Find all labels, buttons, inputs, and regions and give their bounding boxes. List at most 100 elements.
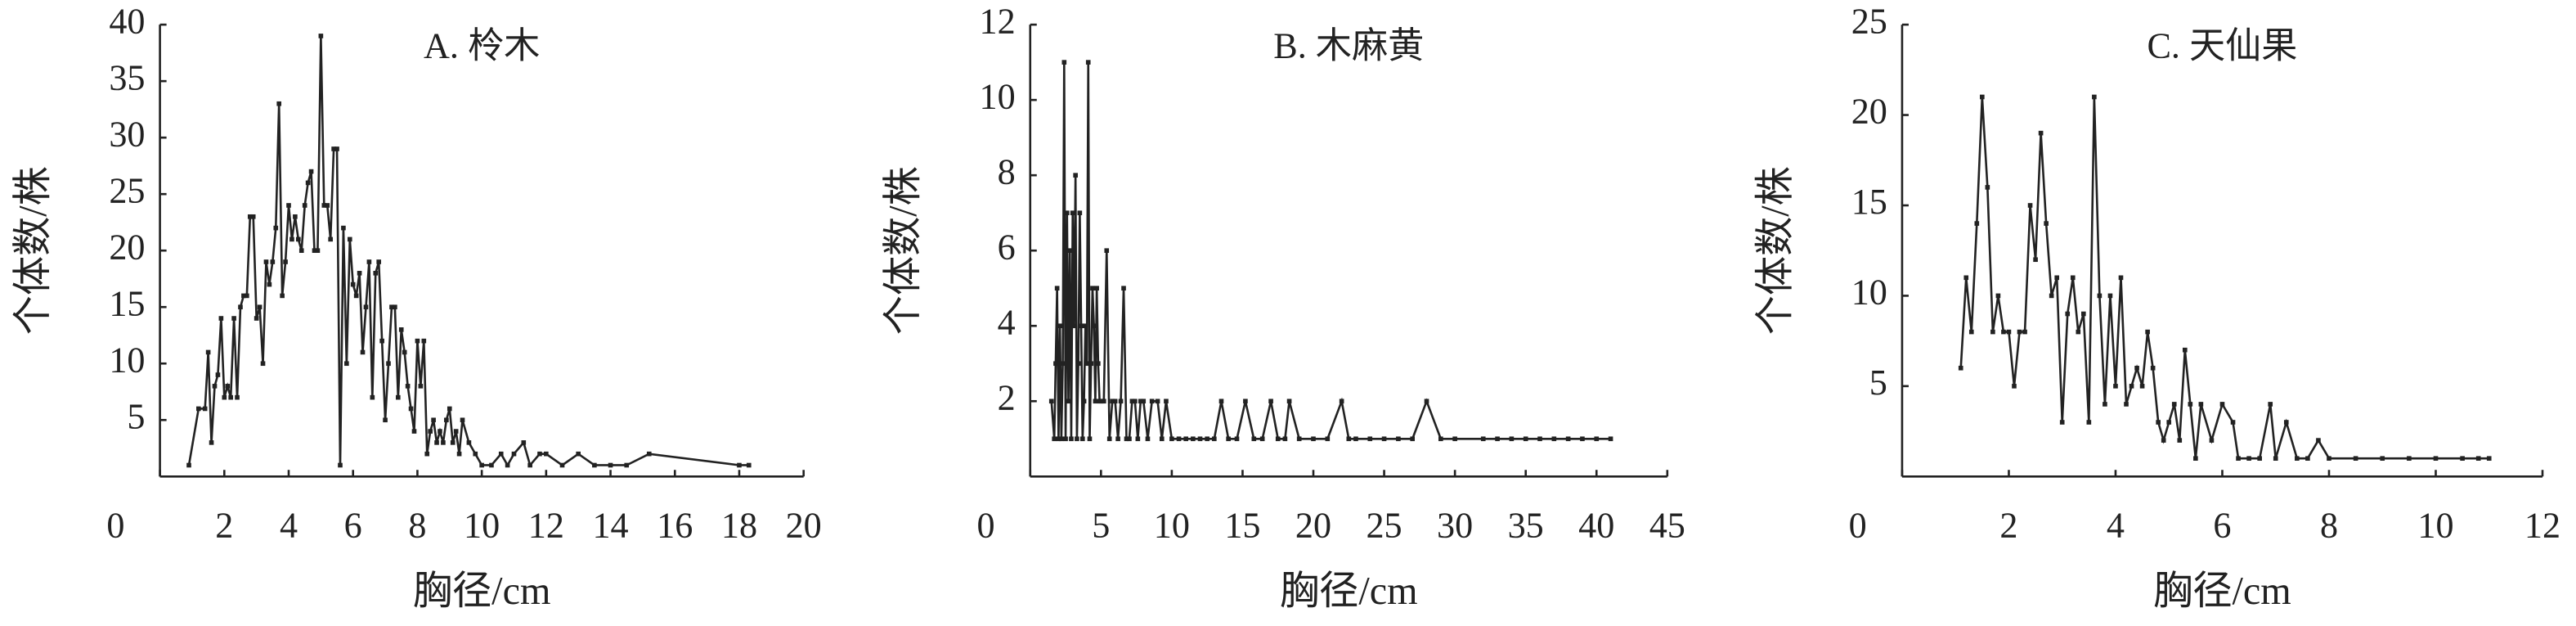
data-point bbox=[1118, 399, 1124, 404]
data-point bbox=[245, 293, 249, 299]
data-point bbox=[511, 451, 517, 457]
data-point bbox=[215, 372, 221, 377]
data-point bbox=[544, 451, 549, 457]
data-point bbox=[318, 34, 324, 38]
data-point bbox=[222, 394, 227, 400]
data-point bbox=[2027, 203, 2033, 208]
data-point bbox=[1070, 210, 1075, 215]
y-tick-label: 25 bbox=[109, 170, 145, 210]
data-point bbox=[1183, 436, 1189, 442]
data-point bbox=[1088, 361, 1094, 367]
data-point bbox=[241, 293, 246, 299]
data-point bbox=[231, 316, 236, 321]
x-tick-label: 20 bbox=[786, 506, 822, 546]
data-point bbox=[1282, 436, 1288, 442]
chart-title: A. 柃木 bbox=[424, 25, 540, 65]
data-point bbox=[225, 384, 231, 389]
data-point bbox=[1480, 436, 1486, 442]
y-axis-label: 个体数/株 bbox=[1753, 166, 1797, 335]
data-point bbox=[2268, 402, 2273, 407]
data-point bbox=[360, 349, 366, 355]
data-point bbox=[1452, 436, 1457, 442]
data-point bbox=[521, 440, 527, 445]
data-point bbox=[331, 146, 336, 151]
y-tick-label: 4 bbox=[998, 302, 1016, 342]
x-tick-label: 35 bbox=[1508, 506, 1544, 546]
data-point bbox=[1580, 436, 1585, 442]
data-point bbox=[286, 203, 291, 208]
data-point bbox=[298, 248, 304, 254]
data-point bbox=[315, 248, 321, 254]
data-point bbox=[1980, 94, 1985, 100]
data-point bbox=[1218, 399, 1224, 404]
y-tick-label: 6 bbox=[998, 227, 1016, 267]
data-point bbox=[334, 146, 339, 151]
data-point bbox=[2380, 456, 2385, 462]
x-tick-label: 15 bbox=[1224, 506, 1260, 546]
y-tick-label: 5 bbox=[127, 396, 145, 436]
data-point bbox=[1155, 399, 1160, 404]
x-tick-label: 8 bbox=[2320, 506, 2338, 546]
data-point bbox=[312, 248, 317, 254]
data-point bbox=[1212, 436, 1217, 442]
data-point bbox=[373, 270, 379, 276]
x-tick-label: 12 bbox=[528, 506, 564, 546]
x-axis-label: 胸径/cm bbox=[2153, 570, 2291, 613]
data-point bbox=[592, 462, 597, 468]
data-point bbox=[357, 270, 362, 276]
data-point bbox=[1071, 323, 1077, 329]
data-point bbox=[1075, 436, 1079, 442]
data-line bbox=[1050, 62, 1611, 440]
data-point bbox=[2118, 275, 2124, 281]
data-point bbox=[289, 236, 294, 242]
data-point bbox=[411, 429, 417, 434]
data-point bbox=[370, 394, 375, 400]
data-point bbox=[389, 304, 394, 310]
data-point bbox=[273, 225, 279, 231]
data-point bbox=[1226, 436, 1231, 442]
data-point bbox=[366, 259, 372, 264]
data-point bbox=[260, 361, 266, 367]
data-point bbox=[1115, 436, 1120, 442]
data-point bbox=[559, 462, 565, 468]
y-axis-label: 个体数/株 bbox=[11, 166, 55, 335]
y-axis-label: 个体数/株 bbox=[882, 166, 925, 335]
x-tick-label: 5 bbox=[1092, 506, 1110, 546]
data-point bbox=[1075, 361, 1081, 367]
data-point bbox=[1090, 286, 1095, 291]
data-point bbox=[1057, 323, 1062, 329]
x-tick-label: 45 bbox=[1649, 506, 1685, 546]
data-point bbox=[405, 384, 411, 389]
data-point bbox=[1367, 436, 1373, 442]
data-point bbox=[2407, 456, 2412, 462]
data-point bbox=[1069, 436, 1074, 442]
data-point bbox=[1551, 436, 1557, 442]
data-point bbox=[196, 406, 201, 412]
data-point bbox=[450, 440, 456, 445]
data-point bbox=[1968, 329, 1974, 335]
data-point bbox=[431, 417, 436, 423]
data-point bbox=[2166, 420, 2172, 425]
data-point bbox=[2107, 293, 2113, 299]
data-point bbox=[1091, 323, 1097, 329]
y-tick-label: 15 bbox=[109, 283, 145, 323]
data-point bbox=[228, 394, 233, 400]
data-point bbox=[505, 462, 510, 468]
data-point bbox=[296, 236, 301, 242]
data-point bbox=[2139, 384, 2145, 389]
data-point bbox=[1048, 399, 1054, 404]
y-tick-label: 5 bbox=[1869, 363, 1887, 403]
data-point bbox=[1424, 399, 1429, 404]
data-point bbox=[1169, 436, 1174, 442]
data-point bbox=[1275, 436, 1281, 442]
data-point bbox=[2486, 456, 2492, 462]
data-point bbox=[2182, 347, 2188, 353]
data-point bbox=[1197, 436, 1203, 442]
data-point bbox=[1059, 436, 1064, 442]
data-point bbox=[2017, 329, 2022, 335]
data-point bbox=[1064, 210, 1070, 215]
x-tick-label: 4 bbox=[280, 506, 298, 546]
data-point bbox=[1537, 436, 1542, 442]
y-tick-label: 10 bbox=[1851, 272, 1887, 313]
